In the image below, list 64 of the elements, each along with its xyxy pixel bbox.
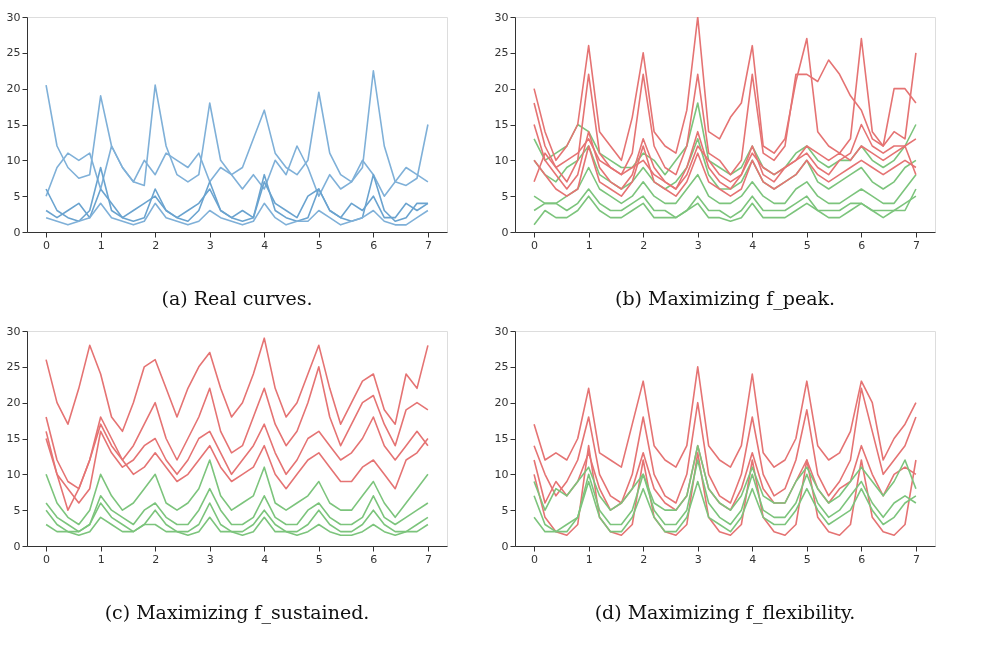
y-tick-label: 10 — [494, 153, 509, 167]
y-tick-label: 15 — [494, 118, 509, 131]
y-tick-label: 5 — [501, 189, 509, 203]
y-tick-label: 15 — [6, 118, 21, 131]
y-tick-label: 25 — [494, 360, 509, 374]
x-tick-label: 0 — [531, 552, 539, 566]
x-tick-label: 7 — [424, 238, 432, 252]
x-tick-label: 2 — [152, 552, 160, 566]
y-tick-label: 0 — [13, 539, 21, 553]
y-tick-label: 10 — [494, 467, 509, 481]
y-tick-label: 30 — [6, 324, 21, 338]
x-tick-label: 6 — [858, 238, 866, 252]
x-tick-label: 3 — [694, 552, 702, 566]
text: (c) Maximizing f_sustained. — [104, 601, 370, 624]
y-tick-label: 30 — [494, 10, 509, 24]
x-tick-label: 6 — [370, 552, 378, 566]
y-tick-label: 20 — [494, 82, 509, 96]
x-tick-label: 2 — [640, 238, 648, 252]
y-tick-label: 25 — [494, 46, 509, 60]
y-tick-label: 25 — [6, 360, 21, 374]
x-tick-label: 3 — [206, 552, 214, 566]
y-tick-label: 20 — [6, 82, 21, 96]
x-tick-label: 6 — [858, 552, 866, 566]
y-tick-label: 10 — [6, 153, 21, 167]
x-tick-label: 4 — [261, 238, 269, 252]
y-tick-label: 20 — [6, 396, 21, 410]
x-tick-label: 0 — [43, 552, 51, 566]
x-tick-label: 4 — [749, 552, 757, 566]
y-tick-label: 0 — [501, 539, 509, 553]
x-tick-label: 6 — [370, 238, 378, 252]
y-tick-label: 5 — [13, 503, 21, 517]
y-tick-label: 30 — [494, 324, 509, 338]
text: (b) Maximizing f_peak. — [614, 287, 836, 310]
x-tick-label: 5 — [803, 238, 811, 252]
x-tick-label: 7 — [424, 552, 432, 566]
text: (d) Maximizing f_flexibility. — [594, 601, 856, 624]
y-tick-label: 25 — [6, 46, 21, 60]
y-tick-label: 5 — [13, 189, 21, 203]
x-tick-label: 0 — [43, 238, 51, 252]
text: (a) Real curves. — [161, 287, 313, 309]
y-tick-label: 5 — [501, 503, 509, 517]
x-tick-label: 2 — [640, 552, 648, 566]
x-tick-label: 2 — [152, 238, 160, 252]
x-tick-label: 4 — [749, 238, 757, 252]
x-tick-label: 4 — [261, 552, 269, 566]
y-tick-label: 0 — [501, 225, 509, 239]
y-tick-label: 15 — [494, 432, 509, 445]
x-tick-label: 0 — [531, 238, 539, 252]
x-tick-label: 7 — [912, 238, 920, 252]
x-tick-label: 1 — [585, 238, 593, 252]
x-tick-label: 3 — [206, 238, 214, 252]
x-tick-label: 1 — [585, 552, 593, 566]
x-tick-label: 5 — [803, 552, 811, 566]
y-tick-label: 0 — [13, 225, 21, 239]
x-tick-label: 5 — [315, 552, 323, 566]
y-tick-label: 20 — [494, 396, 509, 410]
x-tick-label: 3 — [694, 238, 702, 252]
y-tick-label: 30 — [6, 10, 21, 24]
x-tick-label: 5 — [315, 238, 323, 252]
x-tick-label: 1 — [97, 238, 105, 252]
x-tick-label: 1 — [97, 552, 105, 566]
y-tick-label: 15 — [6, 432, 21, 445]
y-tick-label: 10 — [6, 467, 21, 481]
x-tick-label: 7 — [912, 552, 920, 566]
